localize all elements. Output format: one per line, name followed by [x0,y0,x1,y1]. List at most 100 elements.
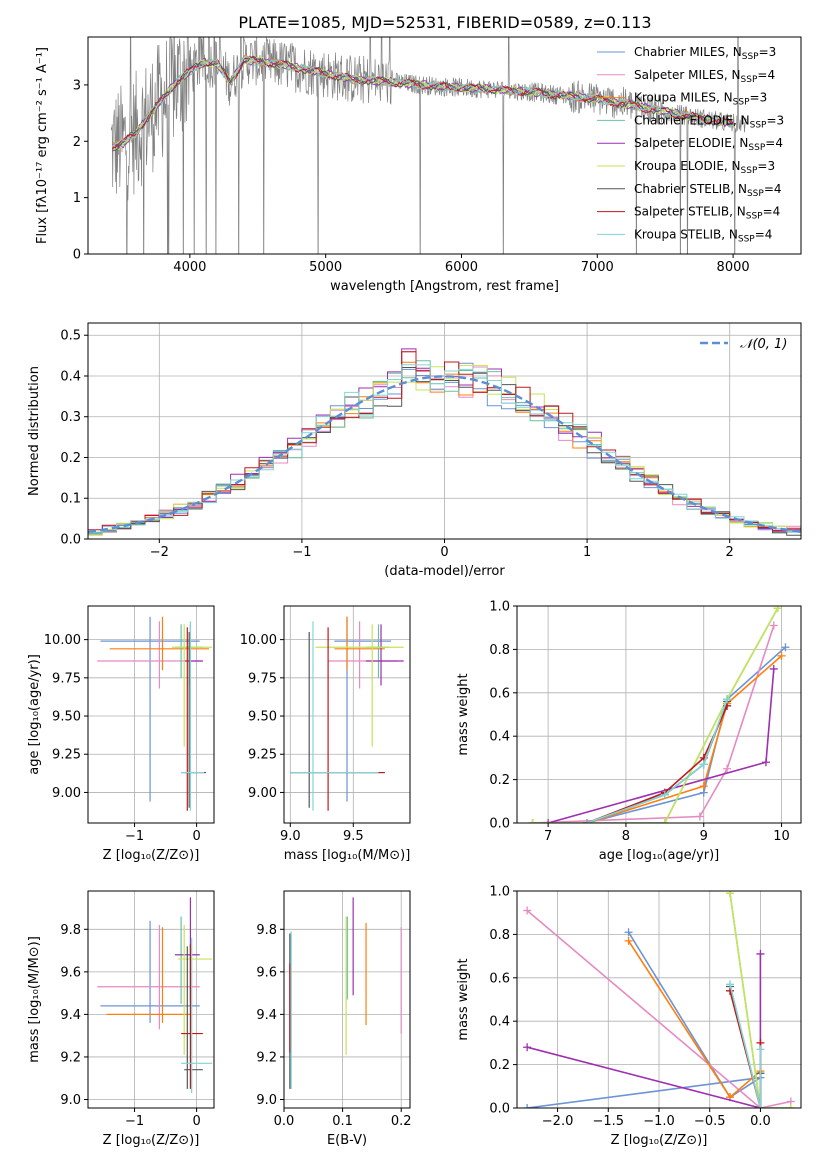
mass-weight-marker [523,1104,532,1108]
legend-subscript: SSP [747,189,764,199]
y-tick-label: 0.0 [489,817,510,832]
legend-label: Salpeter MILES, NSSP=4 [634,68,775,85]
plot-area [523,891,795,1108]
legend-nssp: =4 [765,136,783,150]
x-tick-label: 4000 [173,260,206,275]
mass-weight-line [729,893,791,1108]
mass-weight-marker [777,651,786,660]
y-tick-label: 3 [73,78,81,93]
panel-spectrum: 4000 5000 6000 7000 8000 0 1 2 3 wavelength [Angs… [35,36,802,294]
x-tick-label: −1.5 [592,1114,624,1129]
y-tick-label: 9.2 [60,1050,81,1065]
x-tick-label: −1 [125,1114,144,1129]
y-tick-label: 0.5 [60,329,81,344]
x-tick-label: −0.5 [694,1114,726,1129]
legend-subscript: SSP [746,212,763,222]
x-tick-label: 10 [773,829,790,844]
normal-curve [88,375,801,534]
panel-massweight-vs-age: 7 8 9 10 0.0 0.2 0.4 0.6 0.8 1.0 age [log₁₀(age/yr… [456,600,802,863]
panel-mass-vs-Z: −1 0 9.0 9.2 9.4 9.6 9.8 Z [log₁₀(Z/Z⊙)] mass [l… [27,890,215,1148]
x-tick-label: 5000 [309,260,342,275]
x-axis-label: E(B-V) [327,1133,367,1148]
mass-weight-marker [699,760,708,769]
x-tick-label: 2 [726,545,734,560]
plot-area [88,348,801,536]
axes-frame [87,36,802,255]
legend-nssp: =3 [766,113,784,127]
x-tick-label: 0.0 [750,1114,771,1129]
mass-weight-marker [723,695,732,704]
panel-residuals: −2 −1 0 1 2 0.0 0.1 0.2 0.3 0.4 0.5 (data-model)/er… [27,322,802,579]
mass-weight-line [729,984,762,1108]
plot-area [528,606,790,823]
x-tick-label: −1 [125,829,144,844]
legend-label: Salpeter STELIB, NSSP=4 [634,205,780,222]
y-tick-label: 0.8 [489,928,510,943]
legend-label: Kroupa STELIB, NSSP=4 [634,227,772,244]
legend-label: Chabrier ELODIE, NSSP=3 [634,113,784,130]
panel-mass-vs-ebv: 0.0 0.1 0.2 9.0 9.2 9.4 9.6 9.8 E(B-V) [256,890,412,1148]
x-axis-label: Z [log₁₀(Z/Z⊙)] [103,848,200,863]
x-tick-label: 0 [440,545,448,560]
y-tick-label: 0.0 [60,533,81,548]
y-tick-label: 0.4 [489,730,510,745]
y-tick-label: 0.0 [489,1102,510,1117]
y-tick-label: 9.75 [52,671,81,686]
model-spectrum-kroupa-stelib [112,55,734,147]
x-tick-label: 0.2 [391,1114,412,1129]
legend-nssp: =3 [759,45,777,59]
mass-weight-marker [756,949,765,958]
mass-weight-marker [660,790,669,799]
x-tick-label: 8000 [717,260,750,275]
mass-weight-line [532,607,779,823]
legend-subscript: SSP [741,75,758,85]
panel-massweight-vs-Z: −2.0 −1.5 −1.0 −0.5 0.0 0.0 0.2 0.4 0.6 0.8 1.0 Z [… [456,885,802,1148]
mass-weight-marker [528,819,537,823]
x-tick-label: −2.0 [542,1114,574,1129]
y-tick-label: 10.00 [44,633,81,648]
axes-frame [516,605,802,824]
y-tick-label: 0.8 [489,643,510,658]
mass-weight-marker [761,758,770,767]
plot-area [289,897,402,1089]
x-axis-label: age [log₁₀(age/yr)] [599,848,720,863]
legend-nssp: =3 [757,159,775,173]
y-tick-label: 1.0 [489,885,510,900]
panel-age-vs-Z: −1 0 9.00 9.25 9.50 9.75 10.00 Z [log₁₀(Z/Z⊙)] a… [27,605,215,863]
y-tick-label: 2 [73,135,81,150]
y-tick-label: 9.00 [52,786,81,801]
figure-title: PLATE=1085, MJD=52531, FIBERID=0589, z=0… [238,13,651,32]
legend-subscript: SSP [748,143,765,153]
mass-weight-marker [624,928,633,937]
mass-weight-line [586,699,728,823]
x-tick-label: 0.1 [332,1114,353,1129]
legend-nssp: =4 [764,182,782,196]
legend-nssp: =4 [757,68,775,82]
legend-nssp: =4 [755,227,773,241]
mass-weight-marker [523,1043,532,1052]
legend-subscript: SSP [750,120,767,130]
y-tick-label: 0.2 [489,1058,510,1073]
y-tick-label: 0.1 [60,492,81,507]
y-axis-label: Normed distribution [27,366,42,496]
legend-subscript: SSP [741,166,758,176]
y-tick-label: 9.0 [256,1093,277,1108]
x-tick-label: 7 [544,829,552,844]
model-spectrum-salpeter-elodie [112,57,734,150]
mass-weight-marker [769,621,778,630]
plot-area [97,897,213,1094]
y-tick-label: 9.8 [60,923,81,938]
mass-weight-marker [699,782,708,791]
legend-label: Salpeter ELODIE, NSSP=4 [634,136,783,153]
mass-weight-line [532,625,775,823]
legend-subscript: SSP [733,98,750,108]
x-axis-label: Z [log₁₀(Z/Z⊙)] [611,1133,708,1148]
y-tick-label: 0.4 [60,369,81,384]
y-tick-label: 9.0 [60,1093,81,1108]
axes-frame [283,890,411,1109]
legend-subscript: SSP [738,234,755,244]
y-tick-label: 0.4 [489,1015,510,1030]
histogram-kroupa-stelib [88,364,801,534]
mass-weight-line [586,646,786,823]
x-tick-label: 8 [622,829,630,844]
